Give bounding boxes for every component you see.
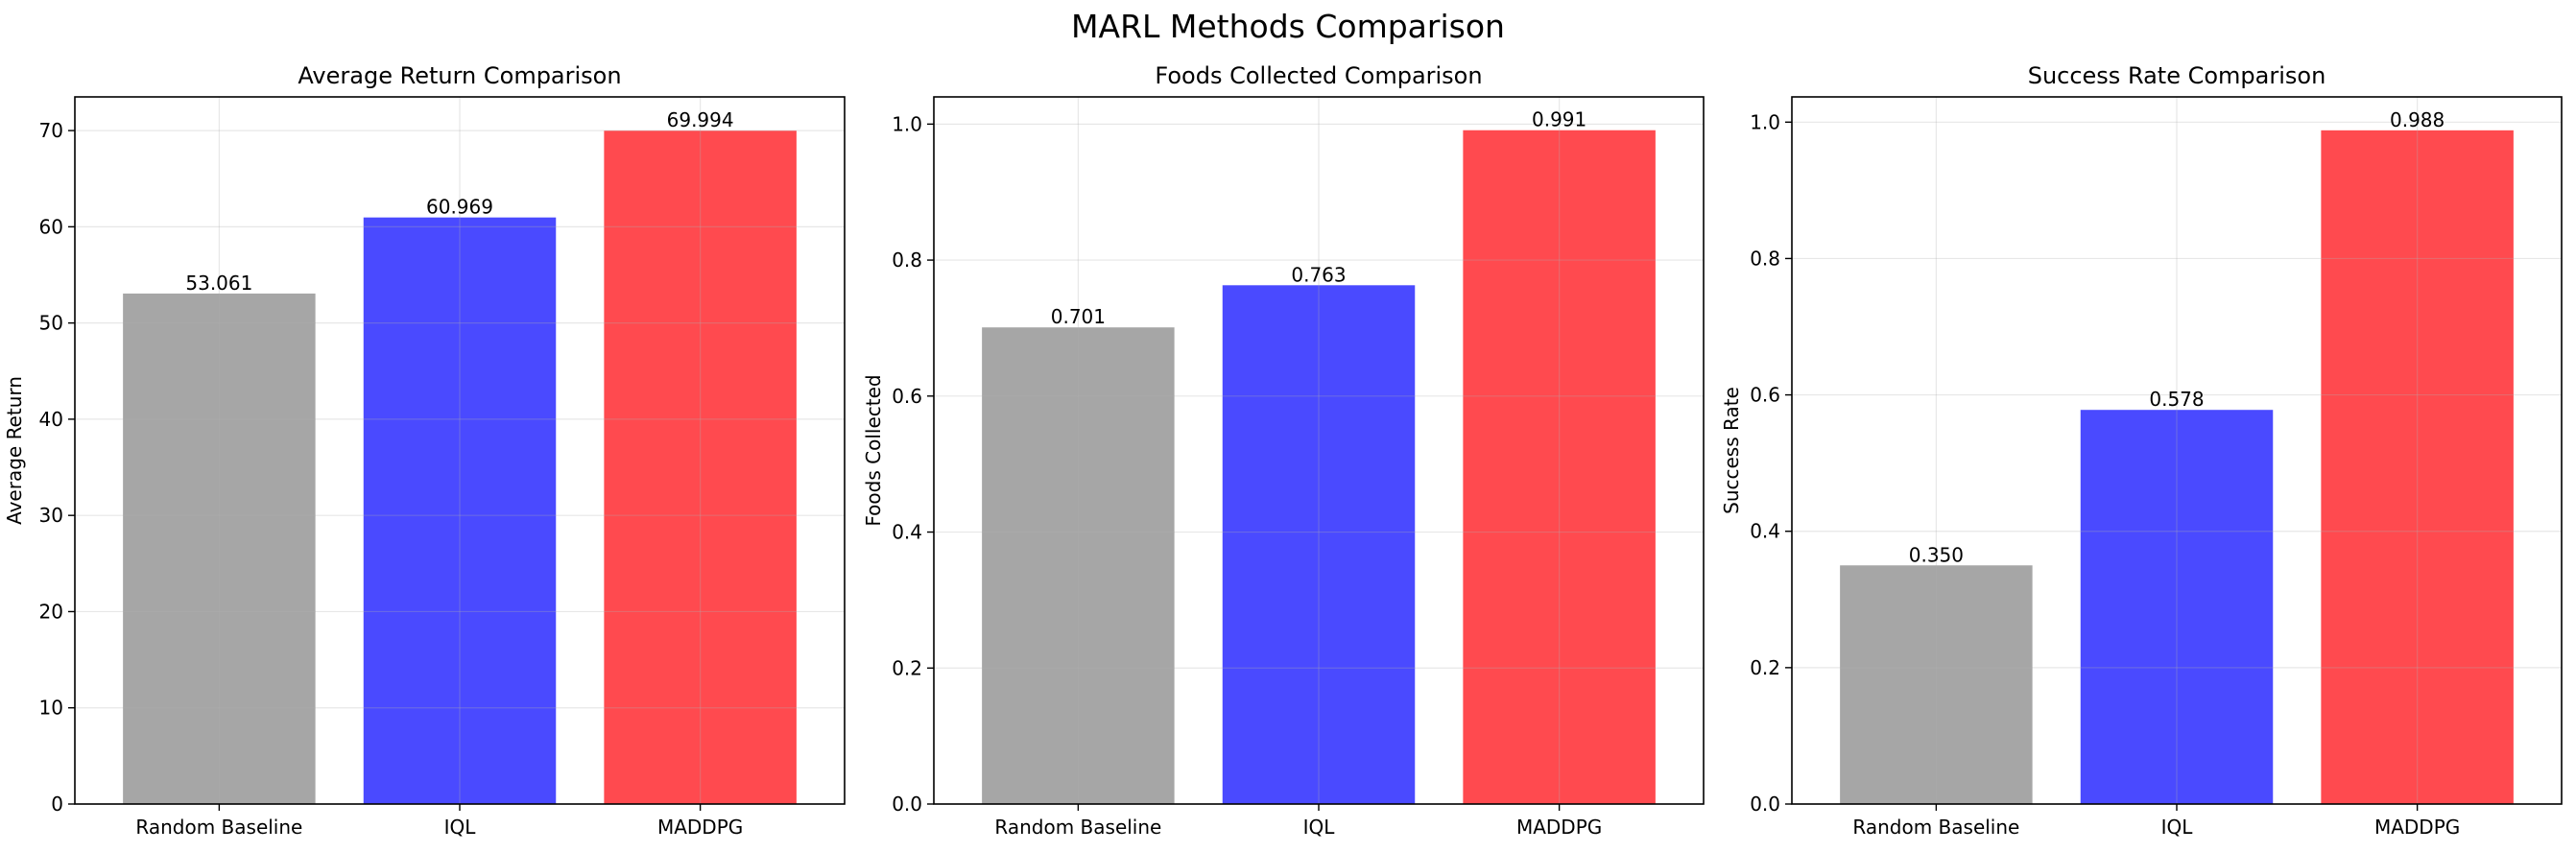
bar-value-label: 0.578 [2149, 388, 2204, 411]
y-tick-label: 0.8 [1750, 247, 1780, 270]
y-tick-label: 1.0 [892, 112, 922, 135]
x-tick-label: MADDPG [2374, 816, 2460, 839]
bar-value-label: 53.061 [185, 272, 252, 295]
x-tick-label: MADDPG [1516, 816, 1602, 839]
y-tick-label: 0.2 [1750, 656, 1780, 679]
y-tick-label: 0.4 [892, 521, 922, 544]
figure-title: MARL Methods Comparison [1071, 8, 1505, 45]
y-tick-label: 40 [39, 408, 63, 431]
y-tick-label: 0.6 [1750, 384, 1780, 407]
x-tick-label: Random Baseline [135, 816, 302, 839]
y-axis-label: Foods Collected [862, 374, 885, 526]
y-tick-label: 60 [39, 215, 63, 238]
bar-value-label: 69.994 [667, 108, 734, 131]
x-tick-label: Random Baseline [1852, 816, 2019, 839]
bar-iql [1222, 285, 1416, 804]
bar-random-baseline [1840, 565, 2033, 804]
bar-value-label: 0.763 [1291, 263, 1346, 286]
bar-value-label: 60.969 [426, 196, 493, 219]
bar-value-label: 0.988 [2390, 108, 2445, 131]
x-tick-label: IQL [444, 816, 477, 839]
y-tick-label: 50 [39, 312, 63, 335]
y-tick-label: 20 [39, 600, 63, 623]
x-tick-label: MADDPG [657, 816, 743, 839]
chart-panel-2: 0.701 0.763 0.991 0.0 0.2 0.4 0.6 0.8 1.0 Random … [862, 62, 1705, 839]
y-tick-label: 30 [39, 504, 63, 527]
y-tick-label: 0.0 [1750, 793, 1780, 816]
bar-value-label: 0.701 [1051, 305, 1106, 328]
y-axis-label: Average Return [3, 376, 26, 525]
bar-maddpg [604, 130, 797, 804]
y-tick-label: 0.8 [892, 248, 922, 272]
y-tick-label: 70 [39, 119, 63, 142]
bar-maddpg [2321, 130, 2514, 805]
y-tick-label: 0.2 [892, 656, 922, 679]
y-tick-label: 0.6 [892, 385, 922, 408]
chart-panel-1: 53.061 60.969 69.994 0 10 20 30 40 50 60 70 Random … [3, 62, 846, 839]
y-tick-label: 1.0 [1750, 110, 1780, 133]
bar-random-baseline [982, 327, 1175, 804]
bar-maddpg [1463, 130, 1656, 804]
panel-title: Average Return Comparison [298, 62, 621, 89]
bar-random-baseline [123, 293, 316, 804]
bar-value-label: 0.350 [1909, 543, 1964, 566]
y-tick-label: 10 [39, 697, 63, 720]
y-axis-label: Success Rate [1720, 387, 1743, 514]
bar-iql [363, 217, 557, 804]
chart-panel-3: 0.350 0.578 0.988 0.0 0.2 0.4 0.6 0.8 1.0 Random … [1720, 62, 2563, 839]
panel-title: Success Rate Comparison [2028, 62, 2326, 89]
x-tick-label: IQL [2161, 816, 2194, 839]
y-tick-label: 0.4 [1750, 520, 1780, 543]
y-tick-label: 0.0 [892, 793, 922, 816]
panel-title: Foods Collected Comparison [1155, 62, 1482, 89]
bar-iql [2080, 410, 2274, 804]
x-tick-label: Random Baseline [994, 816, 1161, 839]
y-tick-label: 0 [51, 793, 63, 816]
x-tick-label: IQL [1303, 816, 1336, 839]
bar-value-label: 0.991 [1532, 108, 1586, 131]
